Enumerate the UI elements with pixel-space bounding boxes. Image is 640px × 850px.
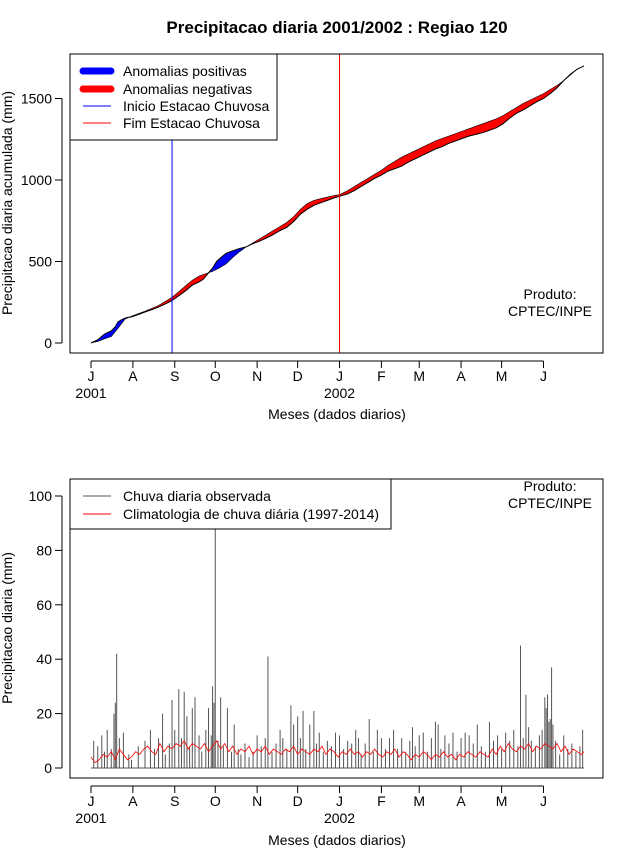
y-tick-label: 0 <box>44 335 52 351</box>
x-tick-label: J <box>540 793 547 809</box>
x-tick-label: N <box>252 368 262 384</box>
legend-label-fim: Fim Estacao Chuvosa <box>123 115 260 131</box>
year-label: 2002 <box>324 810 355 826</box>
x-tick-label: S <box>170 793 179 809</box>
annotation-line-1: Produto: <box>524 478 577 494</box>
annotation-line-2: CPTEC/INPE <box>508 303 592 319</box>
positive-anomaly-0 <box>91 317 129 343</box>
y-tick-label: 80 <box>36 542 52 558</box>
x-tick-label: D <box>293 368 303 384</box>
x-tick-label: J <box>336 793 343 809</box>
legend-label-observed: Chuva diaria observada <box>123 488 271 504</box>
annotation-line-2: CPTEC/INPE <box>508 495 592 511</box>
y-tick-label: 500 <box>29 254 53 270</box>
year-label: 2002 <box>324 385 355 401</box>
year-label: 2001 <box>75 810 106 826</box>
x-tick-label: F <box>377 368 386 384</box>
x-tick-label: M <box>413 793 425 809</box>
x-tick-label: A <box>128 368 138 384</box>
x-tick-label: A <box>128 793 138 809</box>
x-tick-label: F <box>377 793 386 809</box>
x-axis-label: Meses (dados diarios) <box>268 406 406 422</box>
y-tick-label: 1000 <box>21 172 52 188</box>
legend: Anomalias positivas Anomalias negativas … <box>69 53 278 141</box>
y-axis: 0 500 1000 1500 <box>21 91 63 351</box>
y-tick-label: 1500 <box>21 91 52 107</box>
year-label: 2001 <box>75 385 106 401</box>
figure-title: Precipitacao diaria 2001/2002 : Regiao 1… <box>166 18 507 37</box>
x-tick-label: M <box>413 368 425 384</box>
positive-anomaly-2 <box>209 246 247 273</box>
legend-label-inicio: Inicio Estacao Chuvosa <box>123 98 270 114</box>
legend-label-climatology: Climatologia de chuva diária (1997-2014) <box>123 506 379 522</box>
climatology-line <box>90 740 585 764</box>
x-tick-label: J <box>88 793 95 809</box>
legend-box <box>69 478 392 530</box>
y-axis: 0 20 40 60 80 100 <box>29 488 63 776</box>
y-tick-label: 20 <box>36 706 52 722</box>
observed-cumulative-line <box>90 65 585 344</box>
x-tick-label: S <box>170 368 179 384</box>
legend: Chuva diaria observada Climatologia de c… <box>69 478 392 530</box>
x-tick-label: D <box>293 793 303 809</box>
x-tick-label: A <box>456 793 466 809</box>
negative-anomaly-1 <box>129 272 210 318</box>
legend-label-positive: Anomalias positivas <box>123 63 247 79</box>
y-tick-label: 0 <box>44 760 52 776</box>
x-tick-label: J <box>336 368 343 384</box>
x-tick-label: J <box>88 368 95 384</box>
x-tick-label: M <box>496 793 508 809</box>
x-tick-label: N <box>252 793 262 809</box>
legend-label-negative: Anomalias negativas <box>123 81 252 97</box>
annotation-line-1: Produto: <box>524 286 577 302</box>
y-tick-label: 60 <box>36 597 52 613</box>
climatology-cumulative-line <box>90 65 585 344</box>
y-tick-label: 40 <box>36 651 52 667</box>
x-tick-label: J <box>540 368 547 384</box>
x-tick-label: A <box>456 368 466 384</box>
x-axis-label: Meses (dados diarios) <box>268 832 406 848</box>
observed-rain-bars <box>91 528 584 769</box>
cumulative-lines <box>90 65 585 344</box>
plot-frame <box>69 53 604 354</box>
x-tick-label: O <box>210 793 221 809</box>
y-axis-label: Precipitacao diaria acumulada (mm) <box>0 91 15 315</box>
x-tick-label: M <box>496 368 508 384</box>
y-axis-label: Precipitacao diaria (mm) <box>0 552 15 704</box>
y-tick-label: 100 <box>29 488 53 504</box>
x-tick-label: O <box>210 368 221 384</box>
climatology-daily-line <box>90 740 585 764</box>
